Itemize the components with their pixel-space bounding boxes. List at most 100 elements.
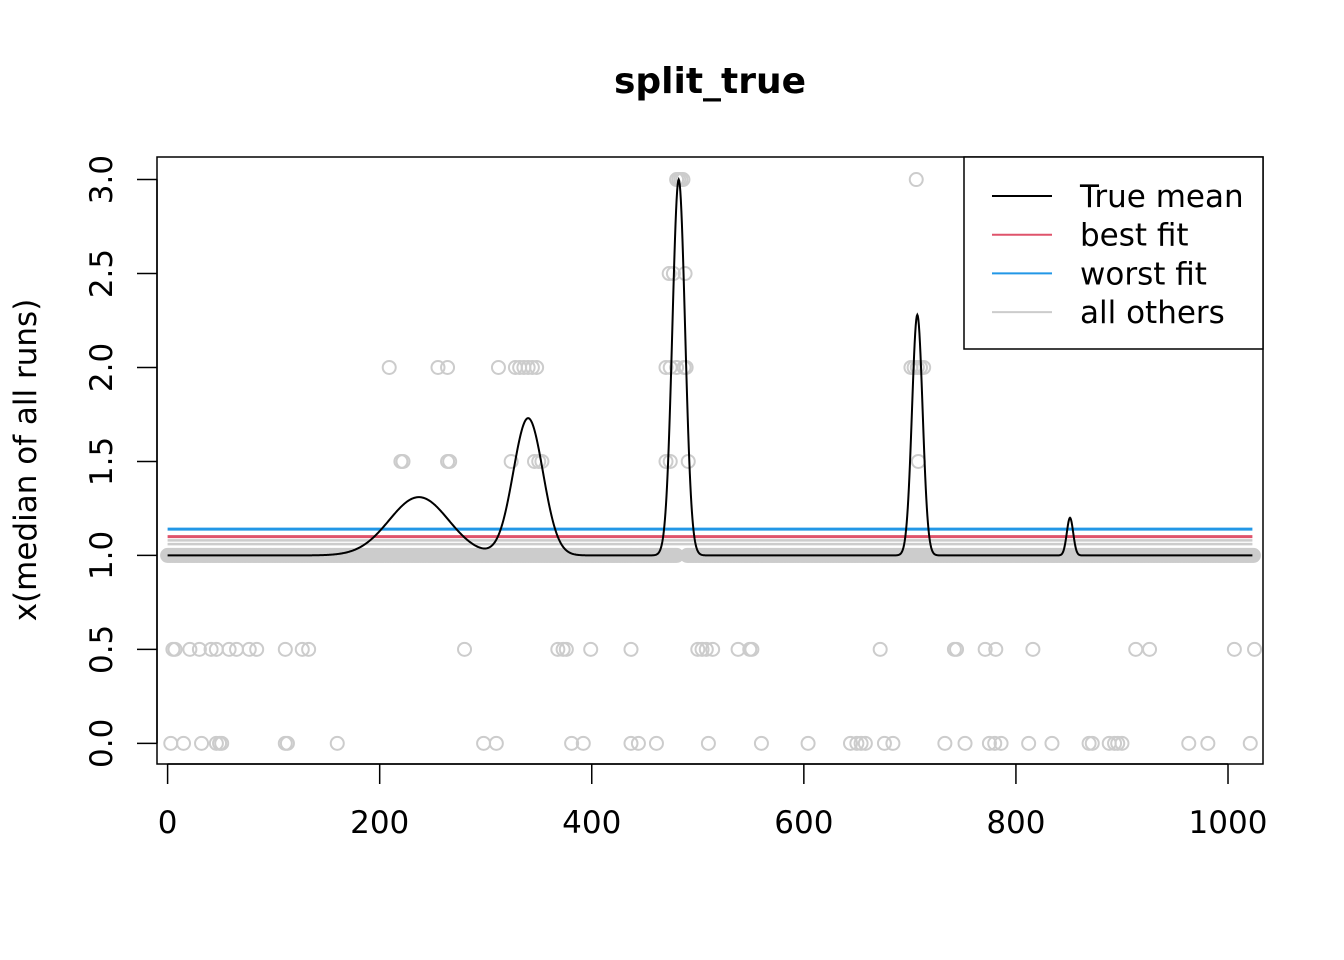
data-point <box>194 735 210 751</box>
data-point <box>957 735 973 751</box>
data-point <box>658 359 674 375</box>
y-tick-label: 0.5 <box>84 625 120 674</box>
data-point <box>857 735 873 751</box>
data-point <box>301 641 317 657</box>
data-point <box>1110 735 1126 751</box>
data-point <box>1142 641 1158 657</box>
data-point <box>520 359 536 375</box>
chart-title: split_true <box>614 61 806 102</box>
data-point <box>705 641 721 657</box>
data-point <box>949 641 965 657</box>
y-tick-label: 1.5 <box>84 437 120 486</box>
data-point <box>1021 735 1037 751</box>
data-point <box>294 641 310 657</box>
data-point <box>977 641 993 657</box>
data-point <box>1084 735 1100 751</box>
data-point <box>648 735 664 751</box>
data-point <box>677 266 693 282</box>
data-point <box>661 266 677 282</box>
data-point <box>987 735 1003 751</box>
data-point <box>279 735 295 751</box>
data-point <box>395 453 411 469</box>
data-point <box>1025 641 1041 657</box>
data-point <box>1200 735 1216 751</box>
data-point <box>163 735 179 751</box>
data-point <box>529 359 545 375</box>
data-point <box>476 735 492 751</box>
data-point <box>1128 641 1144 657</box>
y-tick-label: 2.5 <box>84 249 120 298</box>
data-point <box>1242 735 1258 751</box>
x-tick-label: 400 <box>562 805 621 841</box>
data-point <box>908 172 924 188</box>
data-point <box>558 641 574 657</box>
legend-label: all others <box>1080 295 1225 331</box>
data-point <box>988 641 1004 657</box>
y-tick-label: 2.0 <box>84 343 120 392</box>
x-tick-label: 800 <box>986 805 1045 841</box>
data-point <box>440 359 456 375</box>
data-point <box>623 735 639 751</box>
data-point <box>623 641 639 657</box>
data-point <box>1247 641 1263 657</box>
x-tick-label: 0 <box>158 805 178 841</box>
data-point <box>916 359 932 375</box>
data-point <box>277 641 293 657</box>
data-point <box>203 641 219 657</box>
data-point <box>800 735 816 751</box>
legend-label: best fit <box>1080 218 1189 254</box>
data-point <box>937 735 953 751</box>
data-point <box>221 641 237 657</box>
data-point <box>167 641 183 657</box>
legend-label: worst fit <box>1080 256 1207 292</box>
data-point <box>490 359 506 375</box>
data-point <box>981 735 997 751</box>
data-point <box>176 735 192 751</box>
x-tick-label: 1000 <box>1189 805 1268 841</box>
data-point <box>381 359 397 375</box>
legend-label: True mean <box>1079 179 1244 215</box>
y-tick-label: 3.0 <box>84 155 120 204</box>
data-point <box>583 641 599 657</box>
y-tick-label: 0.0 <box>84 719 120 768</box>
y-tick-label: 1.0 <box>84 531 120 580</box>
legend-box <box>963 156 1264 350</box>
data-point <box>993 735 1009 751</box>
axes: 0 200 400 600 800 1000 0.0 0.5 1.0 1.5 2.0 2.5 3.0 <box>84 155 1267 841</box>
data-point <box>550 641 566 657</box>
data-point <box>872 641 888 657</box>
data-point <box>698 641 714 657</box>
data-point <box>182 641 198 657</box>
data-point <box>524 359 540 375</box>
x-tick-label: 600 <box>774 805 833 841</box>
data-point <box>662 453 678 469</box>
data-point <box>1114 735 1130 751</box>
data-point <box>564 735 580 751</box>
y-axis-label: x(median of all runs) <box>8 299 44 622</box>
data-point <box>694 641 710 657</box>
data-point <box>488 735 504 751</box>
data-point <box>700 735 716 751</box>
data-point <box>191 641 207 657</box>
data-point <box>876 735 892 751</box>
data-point <box>1044 735 1060 751</box>
fit-lines <box>167 176 1253 557</box>
data-point <box>249 641 265 657</box>
data-point <box>575 735 591 751</box>
x-tick-label: 200 <box>350 805 409 841</box>
data-point <box>753 735 769 751</box>
data-point <box>430 359 446 375</box>
data-point <box>457 641 473 657</box>
data-point <box>849 735 865 751</box>
data-point <box>241 641 257 657</box>
data-point <box>503 453 519 469</box>
data-point <box>1181 735 1197 751</box>
data-point <box>885 735 901 751</box>
data-point <box>690 641 706 657</box>
data-point <box>675 172 691 188</box>
data-point <box>853 735 869 751</box>
data-point <box>1226 641 1242 657</box>
data-point <box>214 735 230 751</box>
